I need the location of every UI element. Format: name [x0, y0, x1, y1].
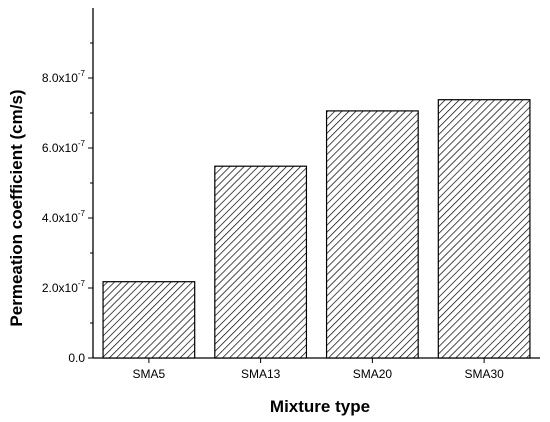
- y-tick-label-0: 0.0: [68, 351, 85, 365]
- y-tick-exponent-3: -7: [78, 139, 86, 148]
- bar-SMA30: [437, 99, 531, 359]
- x-tick-label-SMA30: SMA30: [464, 367, 504, 381]
- bar-SMA5: [102, 281, 196, 359]
- y-axis-title: Permeation coefficient (cm/s): [7, 89, 26, 326]
- bar-SMA13: [214, 165, 308, 359]
- y-tick-label-3: 6.0x10-7: [42, 139, 86, 155]
- x-tick-label-SMA13: SMA13: [241, 367, 281, 381]
- bar-SMA20: [325, 110, 419, 359]
- plot-area: 0.0 2.0x10-7 4.0x10-7 6.0x10-7 8.0x10-7 SMA5 S…: [42, 8, 540, 381]
- y-tick-exponent-4: -7: [78, 69, 86, 78]
- y-tick-label-2: 4.0x10-7: [42, 209, 86, 225]
- x-axis-title: Mixture type: [270, 397, 370, 416]
- x-tick-label-SMA5: SMA5: [133, 367, 166, 381]
- y-tick-label-1: 2.0x10-7: [42, 279, 86, 295]
- y-tick-exponent-1: -7: [78, 279, 86, 288]
- x-tick-label-SMA20: SMA20: [353, 367, 393, 381]
- y-tick-label-4: 8.0x10-7: [42, 69, 86, 85]
- y-tick-exponent-2: -7: [78, 209, 86, 218]
